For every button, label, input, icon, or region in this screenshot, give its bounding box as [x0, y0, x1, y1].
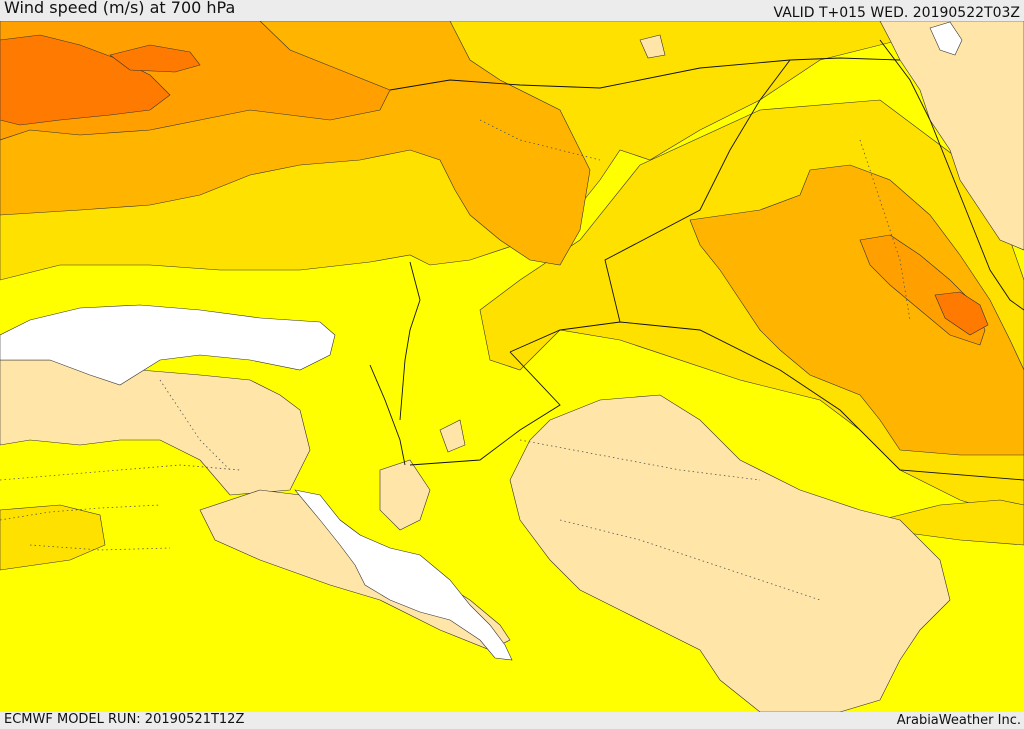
light-wind-band-arabia	[509, 394, 951, 712]
border-jordan-saudi	[409, 351, 561, 466]
border-syria-iraq	[604, 59, 791, 323]
header-bar: Wind speed (m/s) at 700 hPa VALID T+015 …	[0, 0, 1024, 21]
model-run-label: ECMWF MODEL RUN: 20190521T12Z	[4, 712, 245, 727]
border-northern	[389, 57, 901, 91]
valid-time-label: VALID T+015 WED. 20190522T03Z	[773, 5, 1020, 21]
mediterranean-coast-mask	[0, 304, 336, 386]
light-wind-band-northeast	[879, 21, 1024, 251]
wind-speed-map[interactable]	[0, 21, 1024, 712]
border-israel	[399, 261, 421, 421]
map-title: Wind speed (m/s) at 700 hPa	[4, 0, 236, 17]
strong-wind-band-east	[689, 164, 1024, 456]
footer-bar: ECMWF MODEL RUN: 20190521T12Z ArabiaWeat…	[0, 712, 1024, 729]
mid-wind-band-southwest	[0, 504, 106, 571]
credit-label: ArabiaWeather Inc.	[896, 713, 1021, 728]
border-egypt-sinai	[369, 364, 406, 466]
red-sea-mask	[294, 489, 513, 661]
light-wind-band-egypt	[0, 359, 311, 496]
border-saudi-iraq	[509, 321, 1024, 481]
strongest-wind-core	[0, 34, 171, 126]
border-east-iraq-iran	[879, 39, 1024, 311]
